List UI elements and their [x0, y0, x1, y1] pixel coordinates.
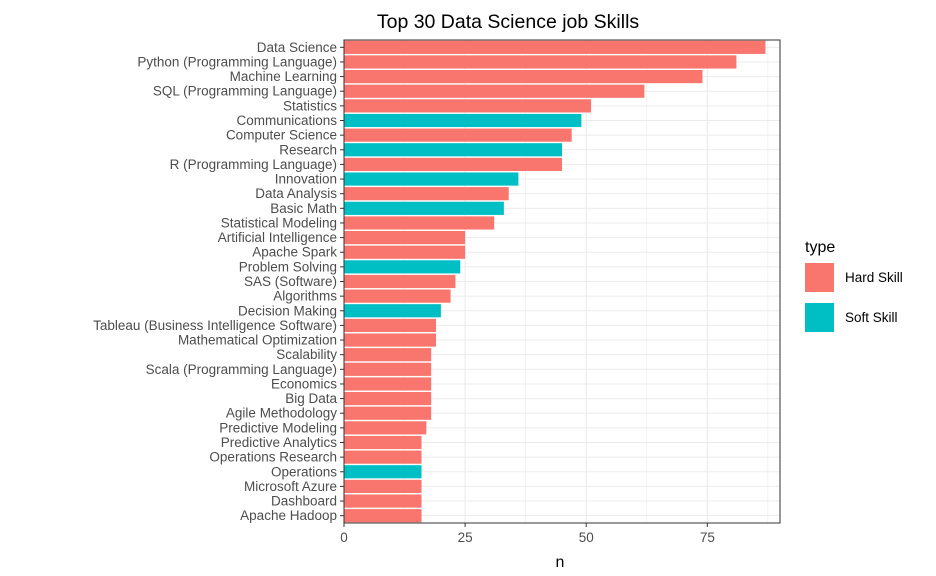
- y-tick-label: Computer Science: [226, 128, 337, 143]
- legend: type Hard Skill Soft Skill: [805, 239, 903, 332]
- y-tick-label: Operations Research: [209, 450, 337, 465]
- y-tick-label: Predictive Analytics: [221, 435, 338, 450]
- y-tick-label: Artificial Intelligence: [218, 230, 337, 245]
- y-tick-label: Operations: [271, 464, 337, 479]
- y-tick-label: Python (Programming Language): [137, 54, 337, 69]
- y-tick-label: Algorithms: [273, 289, 337, 304]
- bar: [344, 333, 437, 347]
- y-tick-label: SAS (Software): [244, 274, 337, 289]
- bar: [344, 450, 422, 464]
- x-tick-label: 25: [458, 530, 473, 545]
- legend-title: type: [805, 239, 835, 256]
- bar: [344, 289, 451, 303]
- legend-key: [805, 263, 834, 292]
- bar: [344, 187, 509, 201]
- bar: [344, 201, 504, 215]
- y-tick-label: Mathematical Optimization: [178, 333, 337, 348]
- y-tick-label: Decision Making: [238, 303, 337, 318]
- y-tick-label: Tableau (Business Intelligence Software): [93, 318, 337, 333]
- y-tick-label: Innovation: [275, 172, 337, 187]
- bar: [344, 40, 766, 54]
- x-tick-label: 75: [700, 530, 715, 545]
- y-tick-label: Basic Math: [270, 201, 337, 216]
- bar: [344, 362, 432, 376]
- y-tick-label: Big Data: [285, 391, 337, 406]
- bar: [344, 274, 456, 289]
- x-axis-title: n: [556, 554, 565, 571]
- bar: [344, 465, 422, 479]
- bar: [344, 260, 461, 274]
- y-tick-label: Dashboard: [271, 494, 337, 509]
- bar: [344, 128, 572, 142]
- y-tick-label: Apache Spark: [252, 245, 337, 260]
- y-tick-label: Scala (Programming Language): [146, 362, 337, 377]
- bar: [344, 113, 582, 128]
- x-axis-ticks: 0 25 50 75: [340, 523, 715, 545]
- bar: [344, 304, 441, 318]
- bars: [344, 40, 766, 523]
- y-tick-label: Data Science: [257, 40, 337, 55]
- x-tick-label: 0: [340, 530, 348, 545]
- bar: [344, 318, 437, 332]
- x-tick-label: 50: [579, 530, 594, 545]
- y-tick-label: Statistical Modeling: [221, 215, 337, 230]
- legend-label: Soft Skill: [845, 310, 898, 325]
- bar: [344, 99, 592, 113]
- bar: [344, 55, 737, 69]
- y-tick-label: Machine Learning: [230, 69, 337, 84]
- legend-key: [805, 303, 834, 332]
- bar: [344, 348, 432, 362]
- bar: [344, 479, 422, 493]
- bar: [344, 435, 422, 450]
- y-tick-label: Agile Methodology: [226, 406, 337, 421]
- bar: [344, 392, 432, 406]
- y-tick-label: SQL (Programming Language): [153, 84, 337, 99]
- bar: [344, 406, 432, 420]
- y-tick-label: Statistics: [283, 98, 337, 113]
- y-tick-label: Communications: [236, 113, 337, 128]
- chart-title: Top 30 Data Science job Skills: [377, 11, 640, 33]
- y-tick-label: Scalability: [276, 347, 337, 362]
- bar: [344, 421, 427, 435]
- bar: [344, 172, 519, 186]
- bar: [344, 509, 422, 523]
- bar: [344, 494, 422, 508]
- y-tick-label: Economics: [271, 376, 337, 391]
- bar: [344, 70, 703, 84]
- bar: [344, 216, 495, 230]
- y-tick-label: Data Analysis: [255, 186, 337, 201]
- y-tick-label: Research: [279, 142, 337, 157]
- legend-label: Hard Skill: [845, 270, 903, 285]
- y-tick-label: R (Programming Language): [170, 157, 337, 172]
- y-tick-label: Apache Hadoop: [240, 508, 337, 523]
- panel-border: [343, 39, 781, 524]
- y-tick-label: Predictive Modeling: [219, 420, 337, 435]
- bar: [344, 157, 562, 171]
- bar: [344, 377, 432, 391]
- y-tick-label: Microsoft Azure: [244, 479, 337, 494]
- bar: [344, 231, 466, 245]
- y-tick-label: Problem Solving: [239, 259, 337, 274]
- bar: [344, 84, 645, 98]
- bar: [344, 143, 562, 157]
- bar: [344, 245, 466, 259]
